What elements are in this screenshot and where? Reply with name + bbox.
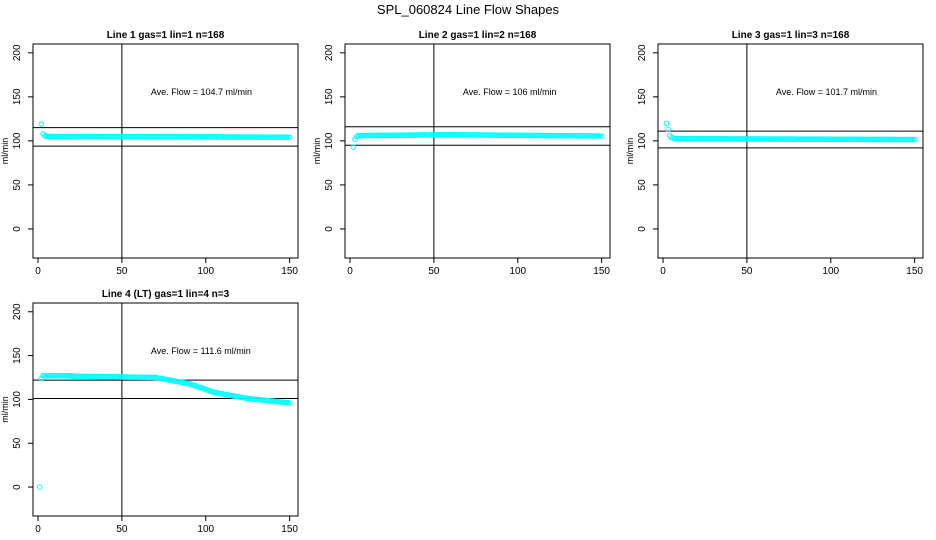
x-tick-label: 100 bbox=[822, 266, 839, 277]
data-point bbox=[285, 134, 291, 140]
plot-frame bbox=[657, 43, 924, 259]
figure-title: SPL_060824 Line Flow Shapes bbox=[377, 2, 560, 17]
data-point bbox=[36, 484, 43, 490]
x-tick-label: 0 bbox=[35, 266, 41, 277]
panel-title: Line 2 gas=1 lin=2 n=168 bbox=[419, 30, 537, 41]
y-axis-label: ml/min bbox=[0, 396, 10, 423]
y-tick-label: 100 bbox=[637, 132, 648, 149]
y-tick-label: 0 bbox=[12, 226, 23, 232]
y-tick-label: 150 bbox=[12, 347, 23, 364]
x-tick-label: 0 bbox=[660, 266, 666, 277]
data-point bbox=[910, 136, 916, 143]
data-point bbox=[38, 121, 45, 127]
chart-panel-4: Line 4 (LT) gas=1 lin=4 n=3 0 50 100 150 0 50 1… bbox=[0, 289, 299, 535]
chart-panel-1: Line 1 gas=1 lin=1 n=168 0 50 100 150 0 50 100 1… bbox=[0, 30, 299, 277]
y-tick-label: 0 bbox=[637, 226, 648, 232]
x-tick-label: 100 bbox=[197, 524, 214, 535]
data-point bbox=[350, 144, 357, 150]
data-point bbox=[911, 136, 918, 143]
y-tick-label: 200 bbox=[12, 44, 23, 61]
x-tick-label: 150 bbox=[281, 524, 298, 535]
y-tick-label: 100 bbox=[324, 132, 335, 149]
data-point bbox=[597, 133, 603, 139]
y-tick-label: 150 bbox=[12, 88, 23, 105]
x-tick-label: 50 bbox=[116, 266, 128, 277]
plot-frame bbox=[344, 43, 611, 259]
x-tick-label: 0 bbox=[35, 524, 41, 535]
chart-panel-3: Line 3 gas=1 lin=3 n=168 0 50 100 150 0 50 100 1… bbox=[625, 30, 924, 277]
panel-title: Line 1 gas=1 lin=1 n=168 bbox=[107, 30, 225, 41]
panel-title: Line 4 (LT) gas=1 lin=4 n=3 bbox=[102, 289, 230, 300]
x-tick-label: 50 bbox=[741, 266, 753, 277]
y-tick-label: 100 bbox=[12, 132, 23, 149]
data-point bbox=[286, 400, 293, 406]
y-axis-label: ml/min bbox=[312, 138, 322, 165]
y-tick-label: 0 bbox=[324, 226, 335, 232]
y-tick-label: 150 bbox=[324, 88, 335, 105]
x-tick-label: 100 bbox=[509, 266, 526, 277]
chart-panel-2: Line 2 gas=1 lin=2 n=168 0 50 100 150 0 50 100 1… bbox=[312, 30, 611, 277]
y-tick-label: 50 bbox=[324, 179, 335, 191]
data-point bbox=[665, 126, 671, 133]
data-point bbox=[286, 134, 293, 140]
average-flow-annotation: Ave. Flow = 104.7 ml/min bbox=[151, 87, 252, 97]
y-tick-label: 200 bbox=[637, 44, 648, 61]
x-tick-label: 0 bbox=[347, 266, 353, 277]
y-tick-label: 150 bbox=[637, 88, 648, 105]
data-point bbox=[150, 374, 157, 381]
y-axis-label: ml/min bbox=[625, 138, 635, 165]
plot-frame bbox=[32, 302, 299, 517]
plot-frame bbox=[32, 43, 299, 259]
average-flow-annotation: Ave. Flow = 101.7 ml/min bbox=[776, 87, 877, 97]
y-tick-label: 200 bbox=[324, 44, 335, 61]
y-tick-label: 100 bbox=[12, 391, 23, 408]
x-tick-label: 50 bbox=[428, 266, 440, 277]
x-tick-label: 150 bbox=[281, 266, 298, 277]
panel-title: Line 3 gas=1 lin=3 n=168 bbox=[732, 30, 850, 41]
data-point bbox=[908, 136, 915, 143]
y-tick-label: 0 bbox=[12, 484, 23, 490]
y-axis-label: ml/min bbox=[0, 138, 10, 165]
x-tick-label: 150 bbox=[906, 266, 923, 277]
data-point bbox=[283, 134, 290, 140]
y-tick-label: 50 bbox=[637, 179, 648, 191]
x-tick-label: 150 bbox=[593, 266, 610, 277]
data-point bbox=[598, 133, 605, 139]
y-tick-label: 50 bbox=[12, 437, 23, 449]
y-tick-label: 200 bbox=[12, 303, 23, 320]
data-point bbox=[663, 120, 670, 127]
data-point bbox=[595, 133, 602, 139]
y-tick-label: 50 bbox=[12, 179, 23, 191]
x-tick-label: 50 bbox=[116, 524, 128, 535]
x-tick-label: 100 bbox=[197, 266, 214, 277]
average-flow-annotation: Ave. Flow = 106 ml/min bbox=[463, 87, 557, 97]
average-flow-annotation: Ave. Flow = 111.6 ml/min bbox=[151, 346, 251, 356]
